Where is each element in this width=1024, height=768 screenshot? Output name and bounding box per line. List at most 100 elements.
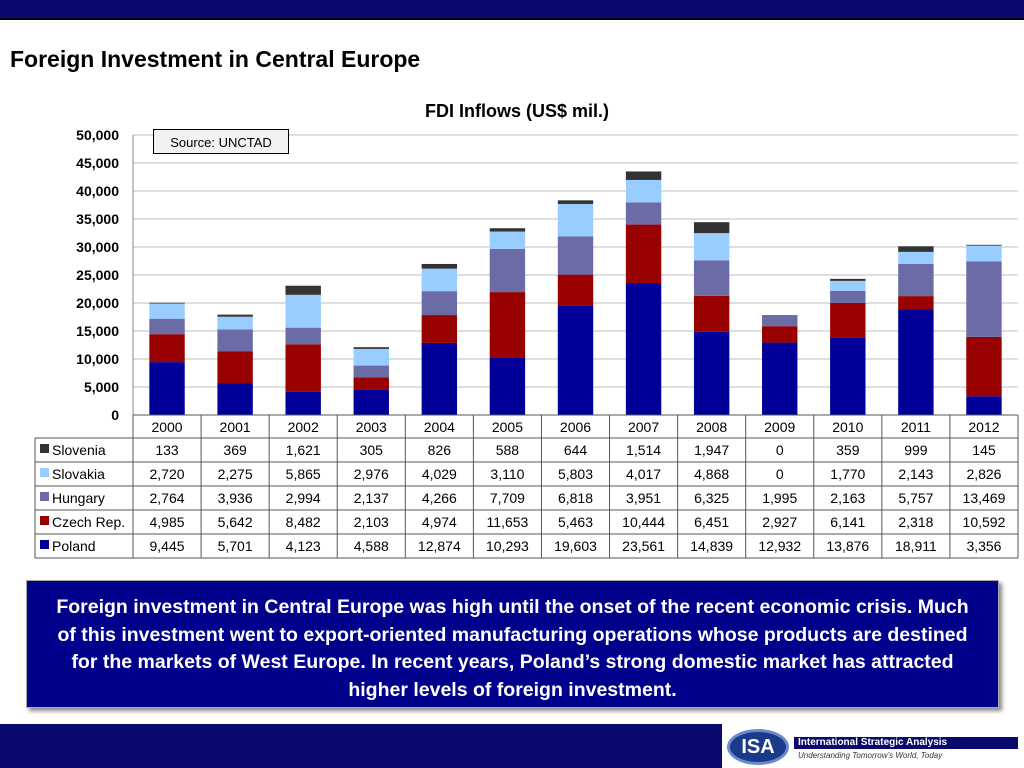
data-label: 2,318 (898, 514, 933, 530)
data-label: 1,770 (830, 466, 865, 482)
bar-poland-2009 (762, 342, 798, 415)
x-tick-label: 2006 (560, 419, 591, 435)
data-label: 23,561 (622, 538, 665, 554)
data-label: 359 (836, 442, 860, 458)
x-tick-label: 2011 (901, 419, 931, 435)
x-tick-label: 2000 (151, 419, 182, 435)
bar-poland-2005 (489, 357, 526, 415)
data-label: 2,275 (218, 466, 253, 482)
y-tick-label: 45,000 (76, 155, 119, 171)
bar-czech-rep-2003 (353, 377, 389, 390)
bar-slovakia-2007 (625, 179, 662, 203)
bar-slovakia-2012 (966, 245, 1002, 262)
chart: 0 5,000 10,000 15,000 20,000 25,000 30,000 35,0… (34, 127, 1019, 559)
bar-slovenia-2011 (898, 246, 934, 252)
data-label: 6,818 (558, 490, 593, 506)
bar-slovenia-2003 (353, 347, 389, 349)
data-label: 2,826 (966, 466, 1001, 482)
bar-hungary-2012 (966, 261, 1002, 337)
bar-slovakia-2006 (557, 203, 594, 237)
data-label: 588 (496, 442, 520, 458)
data-label: 5,803 (558, 466, 593, 482)
legend-label: Hungary (52, 490, 105, 506)
bar-slovakia-2008 (693, 233, 730, 261)
data-label: 2,764 (150, 490, 185, 506)
data-label: 5,701 (218, 538, 253, 554)
data-label: 5,757 (898, 490, 933, 506)
bar-poland-2007 (625, 283, 662, 415)
data-label: 1,995 (762, 490, 797, 506)
source-note: Source: UNCTAD (153, 129, 289, 154)
x-tick-label: 2005 (492, 419, 523, 435)
x-tick-label: 2004 (424, 419, 455, 435)
bar-slovakia-2000 (149, 303, 185, 319)
y-tick-label: 50,000 (76, 127, 119, 143)
legend-swatch (40, 468, 49, 477)
data-label: 826 (428, 442, 452, 458)
bar-hungary-2011 (898, 263, 934, 297)
data-label: 4,868 (694, 466, 729, 482)
data-label: 12,932 (758, 538, 801, 554)
data-label: 305 (360, 442, 384, 458)
data-label: 0 (776, 466, 784, 482)
y-tick-label: 40,000 (76, 183, 119, 199)
data-label: 4,266 (422, 490, 457, 506)
bar-slovenia-2001 (217, 314, 253, 317)
bar-hungary-2001 (217, 329, 253, 352)
bar-slovenia-2008 (693, 222, 730, 234)
data-label: 13,469 (963, 490, 1006, 506)
data-label: 6,451 (694, 514, 729, 530)
company-name: International Strategic Analysis (794, 737, 1018, 749)
bar-poland-2006 (557, 305, 594, 415)
bar-czech-rep-2006 (557, 274, 594, 306)
bar-slovenia-2006 (557, 200, 594, 204)
data-label: 5,463 (558, 514, 593, 530)
bar-slovenia-2000 (149, 302, 185, 304)
bar-poland-2000 (149, 362, 185, 415)
y-tick-label: 15,000 (76, 323, 119, 339)
data-label: 2,720 (150, 466, 185, 482)
data-label: 8,482 (286, 514, 321, 530)
data-label: 4,029 (422, 466, 457, 482)
x-tick-label: 2007 (628, 419, 659, 435)
data-label: 12,874 (418, 538, 461, 554)
bar-poland-2004 (421, 342, 458, 415)
bar-slovenia-2004 (421, 263, 458, 269)
bar-czech-rep-2000 (149, 334, 185, 363)
data-label: 145 (972, 442, 996, 458)
data-label: 18,911 (895, 538, 937, 554)
bar-hungary-2004 (421, 291, 458, 316)
data-label: 6,141 (830, 514, 865, 530)
bar-slovenia-2002 (285, 285, 321, 295)
data-label: 10,444 (622, 514, 665, 530)
data-label: 7,709 (490, 490, 525, 506)
bar-hungary-2000 (149, 318, 185, 335)
data-label: 1,514 (626, 442, 661, 458)
data-label: 10,293 (486, 538, 529, 554)
bar-slovakia-2010 (830, 280, 866, 291)
x-tick-label: 2001 (220, 419, 251, 435)
chart-title: FDI Inflows (US$ mil.) (424, 101, 609, 121)
data-label: 19,603 (554, 538, 597, 554)
data-label: 3,110 (490, 466, 524, 482)
bar-czech-rep-2001 (217, 351, 253, 384)
y-tick-label: 5,000 (84, 379, 119, 395)
data-label: 3,936 (218, 490, 253, 506)
bar-czech-rep-2007 (625, 224, 662, 284)
legend-swatch (40, 492, 49, 501)
data-label: 4,974 (422, 514, 457, 530)
data-label: 369 (223, 442, 247, 458)
legend-swatch (40, 516, 49, 525)
company-tagline: Understanding Tomorrow’s World, Today (798, 751, 943, 760)
bar-hungary-2007 (625, 202, 662, 225)
legend-label: Slovakia (52, 466, 105, 482)
data-label: 2,163 (830, 490, 865, 506)
data-label: 1,947 (694, 442, 729, 458)
data-label: 11,653 (487, 514, 529, 530)
bar-poland-2011 (898, 309, 934, 415)
bar-slovakia-2004 (421, 268, 458, 292)
bar-slovakia-2011 (898, 251, 934, 264)
bar-hungary-2009 (762, 315, 798, 327)
data-label: 1,621 (286, 442, 321, 458)
bar-slovenia-2012 (966, 244, 1002, 246)
